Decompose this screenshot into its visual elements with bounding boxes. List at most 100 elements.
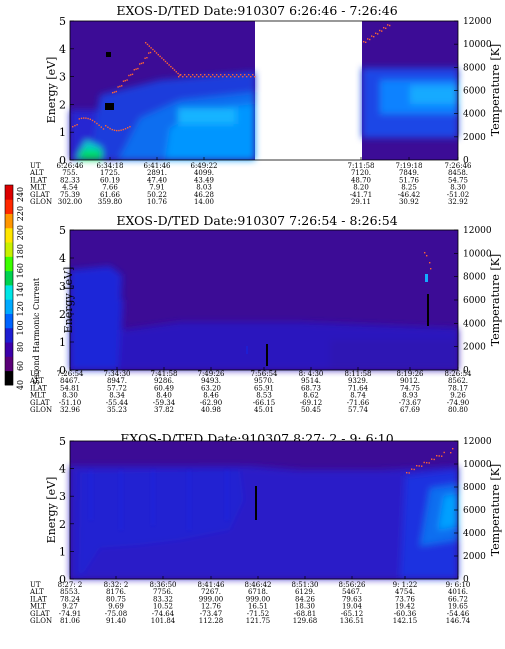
panel-1-ylabel: Energy [eV] [45, 57, 58, 124]
temperature-point [210, 76, 212, 78]
ephemeris-cell: 10.76 [147, 198, 168, 206]
temperature-point [130, 74, 132, 76]
ephemeris-row-label: GLON [30, 198, 52, 206]
ephemeris-cell: 6:49:22 [191, 162, 218, 170]
temperature-point [164, 60, 167, 63]
colorbar-tick-label: 240 [16, 187, 25, 202]
ephemeris-cell: 16.51 [248, 603, 268, 611]
temperature-point [148, 52, 150, 54]
temperature-point [431, 458, 433, 460]
ephemeris-row-label: ALT [29, 377, 44, 385]
ephemeris-row-label: ILAT [30, 595, 47, 603]
temperature-point [127, 127, 129, 129]
colorbar-segment [5, 242, 13, 257]
temperature-point [149, 51, 152, 54]
panel-2-streak [425, 274, 428, 282]
colorbar-segment [5, 356, 13, 372]
temperature-point [94, 121, 96, 123]
colorbar-tick-label: 160 [16, 263, 25, 278]
ephemeris-cell: 9.26 [450, 392, 466, 400]
temperature-point [184, 74, 186, 76]
ephemeris-cell: -60.36 [394, 610, 417, 618]
ephemeris-cell: 129.68 [293, 617, 318, 625]
ephemeris-cell: 14.00 [194, 198, 214, 206]
ephemeris-cell: -62.90 [200, 399, 222, 407]
temperature-point [367, 38, 369, 40]
ephemeris-cell: 7:34:30 [104, 370, 131, 378]
y-tick-label: 3 [59, 280, 66, 293]
ephemeris-cell: 5467. [342, 588, 362, 596]
temperature-point [170, 65, 172, 68]
temperature-point [118, 129, 120, 132]
ephemeris-cell: 7.66 [102, 184, 118, 192]
temperature-point [222, 76, 224, 78]
ephemeris-cell: 136.51 [340, 617, 365, 625]
panel-3-y2-ticks: 0 2000 4000 6000 8000 10000 12000 [454, 437, 492, 585]
ephemeris-cell: 7756. [153, 588, 173, 596]
ephemeris-cell: -54.46 [447, 610, 470, 618]
temperature-point [436, 455, 438, 457]
colorbar-tick-label: 180 [16, 244, 25, 259]
ephemeris-cell: 6:26:46 [57, 162, 85, 170]
temperature-point [428, 462, 430, 464]
temperature-point [385, 27, 387, 29]
ephemeris-cell: 9: 6:10 [446, 581, 471, 589]
panel-1-spot [106, 52, 111, 57]
ephemeris-cell: 73.76 [395, 595, 416, 603]
ephemeris-row-label: GLON [30, 406, 52, 414]
ephemeris-cell: 8.03 [196, 184, 212, 192]
ephemeris-cell: 146.74 [446, 617, 471, 625]
temperature-point [430, 268, 432, 270]
temperature-point [122, 128, 124, 131]
temperature-point [212, 74, 214, 76]
ephemeris-cell: 7120. [351, 169, 371, 177]
ephemeris-cell: 101.84 [151, 617, 176, 625]
y2-tick-label: 6000 [463, 506, 486, 516]
ephemeris-cell: 54.75 [448, 176, 468, 184]
temperature-point [146, 43, 149, 46]
panel-2-streak [427, 294, 429, 326]
temperature-point [200, 74, 202, 76]
temperature-point [154, 50, 156, 52]
ephemeris-cell: 9570. [254, 377, 274, 385]
temperature-point [131, 73, 134, 76]
colorbar-scale [4, 184, 14, 386]
temperature-point [383, 27, 385, 29]
ephemeris-cell: 71.64 [348, 384, 369, 392]
temperature-point [80, 117, 83, 120]
ephemeris-cell: 29.11 [351, 198, 371, 206]
temperature-point [102, 128, 105, 130]
panel-2-flux [70, 266, 458, 370]
ephemeris-cell: -68.81 [294, 610, 316, 618]
ephemeris-cell: 6718. [248, 588, 268, 596]
temperature-point [115, 90, 117, 93]
ephemeris-row-label: ILAT [30, 384, 47, 392]
y2-tick-label: 0 [463, 575, 469, 585]
ephemeris-cell: -75.08 [105, 610, 127, 618]
temperature-point [381, 30, 383, 32]
temperature-point [137, 67, 139, 70]
ephemeris-cell: 35.23 [107, 406, 127, 414]
temperature-point [373, 36, 375, 38]
ephemeris-cell: 8.93 [402, 392, 418, 400]
ephemeris-cell: 8:41:46 [198, 581, 226, 589]
temperature-point [248, 74, 250, 76]
ephemeris-row-label: UT [30, 370, 41, 378]
ephemeris-cell: 7:19:18 [396, 162, 423, 170]
y-tick-label: 1 [59, 336, 66, 349]
temperature-point [250, 76, 252, 78]
temperature-point [424, 252, 426, 254]
y2-tick-label: 0 [463, 156, 469, 166]
ephemeris-row-label: GLON [30, 617, 52, 625]
panel-3-flux [70, 466, 458, 579]
temperature-point [122, 80, 125, 82]
ephemeris-cell: 82.33 [60, 176, 80, 184]
ephemeris-cell: 37.82 [154, 406, 174, 414]
temperature-point [83, 117, 85, 119]
ephemeris-cell: 10.52 [153, 603, 173, 611]
temperature-point [148, 45, 150, 47]
temperature-point [411, 468, 413, 470]
temperature-point [421, 465, 423, 467]
ephemeris-cell: 51.76 [399, 176, 420, 184]
panel-3-spectrogram [69, 440, 459, 580]
